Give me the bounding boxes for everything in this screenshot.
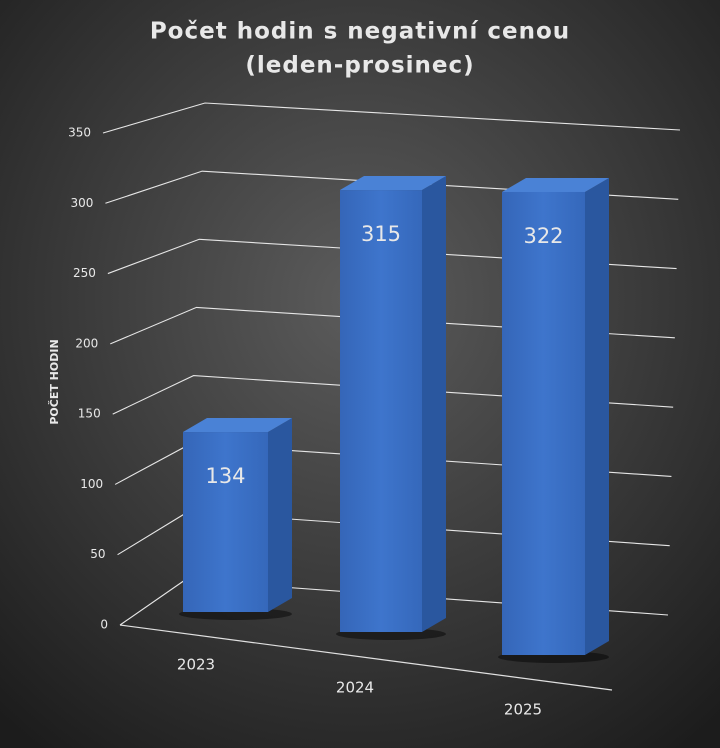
bar-top bbox=[340, 176, 446, 191]
bar-top bbox=[183, 418, 292, 433]
y-tick-label: 50 bbox=[90, 547, 105, 561]
chart-subtitle: (leden-prosinec) bbox=[245, 53, 474, 79]
bar bbox=[340, 190, 422, 632]
y-tick-label: 150 bbox=[78, 407, 101, 421]
bar bbox=[502, 191, 585, 656]
y-tick-label: 250 bbox=[73, 266, 96, 280]
x-tick-label: 2025 bbox=[504, 701, 542, 719]
floor-edge bbox=[119, 624, 613, 691]
chart-title: Počet hodin s negativní cenou bbox=[150, 19, 570, 45]
y-tick-label: 350 bbox=[68, 126, 91, 140]
grid-line bbox=[102, 102, 681, 134]
y-axis-label: POČET HODIN bbox=[48, 339, 61, 424]
bar-top bbox=[502, 177, 609, 192]
y-tick-label: 200 bbox=[75, 336, 98, 350]
data-label: 322 bbox=[523, 224, 563, 248]
y-tick-label: 0 bbox=[100, 618, 108, 632]
data-label: 134 bbox=[205, 464, 245, 488]
x-tick-label: 2023 bbox=[177, 656, 215, 674]
y-tick-label: 100 bbox=[80, 477, 103, 491]
bar-side bbox=[268, 418, 292, 612]
bar-side bbox=[422, 176, 446, 632]
x-tick-label: 2024 bbox=[336, 679, 374, 697]
data-label: 315 bbox=[361, 222, 401, 246]
y-tick-label: 300 bbox=[71, 196, 94, 210]
bar bbox=[183, 432, 268, 612]
bar-side bbox=[585, 177, 609, 656]
